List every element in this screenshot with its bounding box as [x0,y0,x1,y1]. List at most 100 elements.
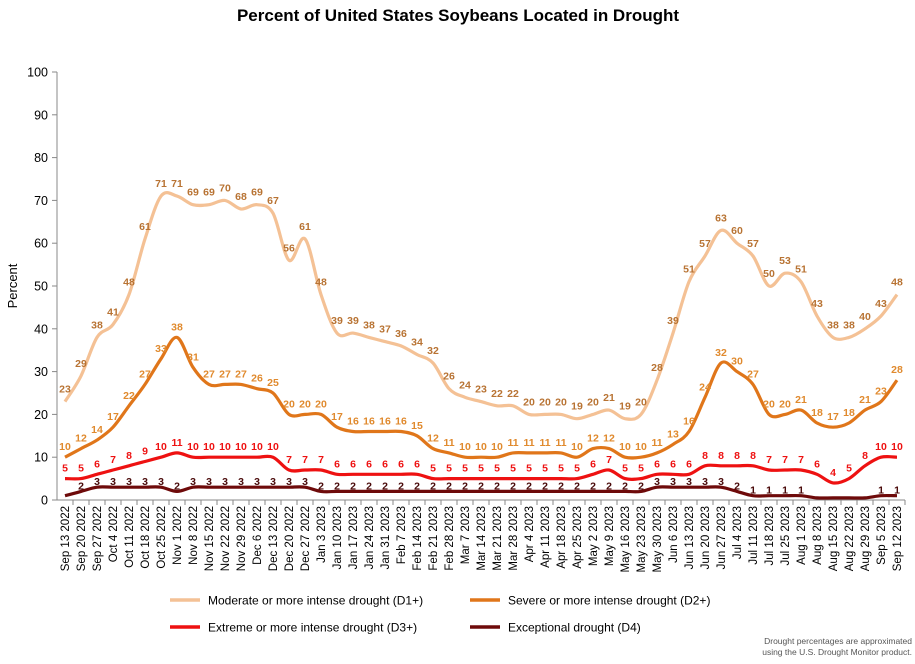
series-line-2 [64,335,899,460]
x-tick-label: Aug 8 2023 [812,506,824,565]
x-tick-label: Jul 4 2023 [732,506,744,559]
data-label: 8 [702,450,708,462]
data-label: 3 [654,476,660,488]
data-label: 6 [350,458,356,470]
data-label: 40 [859,311,871,323]
data-label: 28 [891,364,903,376]
data-label: 8 [126,450,132,462]
data-label: 5 [62,463,68,475]
data-label: 38 [827,319,839,331]
data-label: 1 [750,485,756,497]
data-label: 2 [366,480,372,492]
x-tick-label: Aug 1 2023 [796,506,808,565]
data-label: 1 [878,485,884,497]
x-tick-label: Feb 28 2023 [444,506,456,571]
x-tick-label: Oct 11 2022 [124,506,136,568]
x-tick-label: Sep 20 2022 [76,506,88,571]
data-label: 5 [462,463,468,475]
x-tick-label: Nov 8 2022 [188,506,200,565]
data-label: 2 [478,480,484,492]
data-label: 8 [718,450,724,462]
x-tick-label: Feb 21 2023 [428,506,440,571]
data-label: 5 [526,463,532,475]
data-label: 10 [891,441,903,453]
data-label: 2 [606,480,612,492]
data-label: 23 [475,384,487,396]
x-tick-label: Mar 7 2023 [460,506,472,564]
x-tick-label: Jul 11 2023 [748,506,760,565]
data-label: 20 [539,396,551,408]
footnote-line-1: Drought percentages are approximated [764,636,912,646]
data-label: 2 [526,480,532,492]
x-tick-label: Jul 18 2023 [764,506,776,565]
x-tick-label: Nov 22 2022 [220,506,232,571]
data-label: 4 [830,467,836,479]
data-label: 7 [318,454,324,466]
x-tick-label: Sep 12 2023 [892,506,904,571]
x-tick-label: Feb 14 2023 [412,506,424,571]
data-label: 3 [718,476,724,488]
data-label: 10 [203,441,215,453]
data-label: 22 [491,388,503,400]
data-label: 3 [158,476,164,488]
data-label: 16 [379,416,391,428]
data-label: 6 [366,458,372,470]
data-label: 50 [763,268,775,280]
data-label: 5 [558,463,564,475]
data-label: 37 [379,324,391,336]
x-tick-label: May 16 2023 [620,506,632,573]
data-label: 69 [187,187,199,199]
data-label: 9 [142,445,148,457]
data-label: 32 [715,347,727,359]
legend-label: Moderate or more intense drought (D1+) [208,594,423,608]
data-label: 18 [843,407,855,419]
y-tick-label: 60 [34,237,48,251]
x-tick-label: Sep 27 2022 [92,506,104,571]
data-label: 11 [555,437,566,449]
y-tick-label: 0 [41,494,48,508]
x-tick-label: Feb 7 2023 [396,506,408,564]
data-label: 2 [318,480,324,492]
data-label: 61 [139,221,151,233]
data-label: 7 [606,454,612,466]
data-label: 5 [638,463,644,475]
data-label: 3 [686,476,692,488]
data-label: 38 [171,321,183,333]
data-label: 71 [155,178,167,190]
data-label: 16 [363,416,375,428]
chart-title: Percent of United States Soybeans Locate… [237,6,679,25]
data-label: 10 [155,441,167,453]
data-label: 20 [299,398,311,410]
x-tick-label: Mar 21 2023 [492,506,504,571]
x-tick-label: Nov 15 2022 [204,506,216,571]
data-label: 18 [811,407,823,419]
data-label: 48 [891,277,903,289]
data-label: 7 [286,454,292,466]
data-label: 24 [459,379,471,391]
data-label: 2 [430,480,436,492]
data-label: 43 [875,298,887,310]
data-label: 27 [139,368,151,380]
data-label: 57 [747,238,759,250]
y-tick-label: 20 [34,408,48,422]
data-label: 5 [542,463,548,475]
data-label: 12 [75,433,87,445]
data-label: 6 [814,458,820,470]
data-label: 10 [875,441,887,453]
data-label: 6 [654,458,660,470]
data-label: 2 [350,480,356,492]
data-label: 43 [811,298,823,310]
data-label: 51 [683,264,695,276]
data-label: 1 [766,485,772,497]
data-label: 5 [494,463,500,475]
data-label: 31 [187,351,199,363]
data-label: 23 [875,386,887,398]
data-label: 3 [222,476,228,488]
data-label: 10 [635,441,647,453]
legend-label: Severe or more intense drought (D2+) [508,594,710,608]
x-tick-label: Apr 4 2023 [524,506,536,562]
data-label: 10 [459,441,471,453]
data-label: 22 [123,390,135,402]
